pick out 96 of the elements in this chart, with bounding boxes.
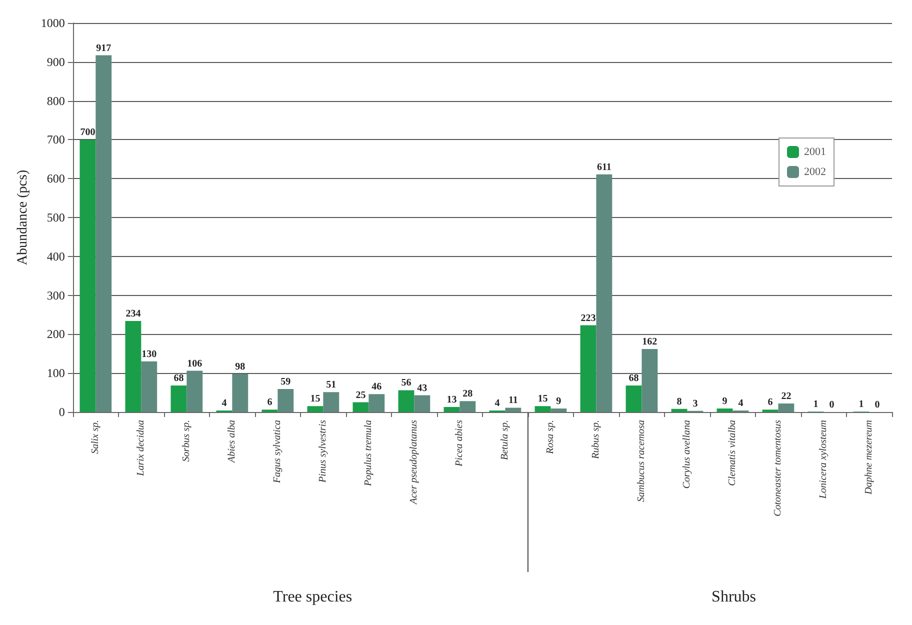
x-tick-label: Cotoneaster tomentosus bbox=[772, 420, 784, 516]
data-label: 106 bbox=[187, 358, 202, 370]
data-label: 25 bbox=[356, 390, 366, 401]
y-tick-label: 200 bbox=[46, 327, 65, 342]
x-tick-label: Fagus sylvatica bbox=[272, 420, 284, 484]
data-label: 46 bbox=[372, 382, 382, 393]
x-tick-label: Sambucus racemosa bbox=[636, 420, 648, 502]
bar bbox=[716, 408, 733, 412]
legend-label: 2001 bbox=[804, 146, 826, 158]
y-tick-label: 100 bbox=[46, 366, 65, 380]
data-label: 162 bbox=[642, 336, 658, 348]
text: Tree species bbox=[273, 588, 352, 606]
data-label: 15 bbox=[538, 394, 548, 405]
bar bbox=[398, 390, 414, 412]
data-label: 6 bbox=[768, 397, 773, 408]
bar bbox=[414, 395, 430, 412]
data-label: 15 bbox=[310, 394, 320, 405]
data-label: 223 bbox=[580, 312, 596, 324]
bar bbox=[626, 386, 642, 412]
data-label: 4 bbox=[494, 398, 500, 409]
data-label: 700 bbox=[80, 127, 96, 138]
bar bbox=[550, 408, 567, 412]
bar bbox=[141, 361, 158, 412]
y-tick-label: 1000 bbox=[40, 16, 65, 30]
data-label: 68 bbox=[174, 373, 184, 384]
data-label: 59 bbox=[280, 376, 291, 388]
x-tick-label: Betula sp. bbox=[500, 420, 511, 460]
data-label: 0 bbox=[829, 400, 834, 410]
data-label: 51 bbox=[326, 380, 336, 391]
data-label: 9 bbox=[722, 396, 728, 407]
bar bbox=[460, 401, 476, 412]
x-tick-label: Rosa sp. bbox=[545, 420, 556, 455]
data-label: 1 bbox=[813, 399, 818, 410]
x-tick-label: Pinus sylvestris bbox=[318, 420, 329, 484]
y-tick-label: 600 bbox=[46, 172, 65, 186]
y-tick-label: 0 bbox=[58, 405, 65, 419]
data-label: 11 bbox=[508, 395, 518, 406]
data-label: 917 bbox=[96, 42, 112, 54]
x-tick-label: Lonicera xylosteum bbox=[818, 420, 830, 500]
data-label: 28 bbox=[462, 388, 473, 400]
bar bbox=[444, 406, 460, 412]
data-label: 68 bbox=[628, 373, 639, 384]
bar bbox=[96, 55, 112, 412]
x-tick-label: Picea abies bbox=[454, 420, 466, 468]
bar bbox=[232, 374, 248, 412]
x-tick-label: Salix sp. bbox=[90, 420, 102, 454]
bar bbox=[278, 389, 294, 412]
data-label: 56 bbox=[401, 378, 412, 389]
bar bbox=[778, 403, 794, 412]
y-tick-label: 700 bbox=[46, 132, 65, 147]
x-tick-label: Populus tremula bbox=[363, 420, 374, 488]
x-tick-label: Abies alba bbox=[226, 420, 238, 464]
x-tick-label: Corylus avellana bbox=[682, 420, 693, 489]
data-label: 3 bbox=[692, 398, 698, 410]
y-tick-label: 400 bbox=[46, 249, 65, 264]
data-label: 22 bbox=[781, 390, 792, 402]
data-label: 43 bbox=[417, 382, 428, 394]
data-label: 0 bbox=[874, 400, 880, 410]
data-label: 4 bbox=[738, 398, 744, 409]
bar bbox=[307, 406, 324, 412]
bar bbox=[671, 408, 688, 412]
bar bbox=[596, 174, 612, 412]
x-tick-label: Acer pseudoplatanus bbox=[408, 420, 420, 506]
bar bbox=[368, 394, 385, 412]
y-tick-label: 900 bbox=[46, 54, 65, 69]
y-tick-label: 800 bbox=[46, 94, 65, 108]
data-label: 234 bbox=[126, 308, 141, 320]
bar bbox=[505, 408, 522, 412]
data-label: 4 bbox=[222, 398, 227, 409]
x-tick-label: Larix decidua bbox=[136, 420, 147, 477]
y-axis-title: Abundance (pcs) bbox=[16, 170, 30, 266]
y-tick-label: 300 bbox=[46, 288, 65, 302]
bar bbox=[170, 386, 187, 412]
bar bbox=[642, 348, 658, 412]
y-tick-label: 500 bbox=[46, 210, 65, 224]
data-label: 6 bbox=[267, 397, 272, 408]
data-label: 8 bbox=[676, 396, 682, 408]
bar bbox=[580, 325, 596, 412]
data-label: 9 bbox=[556, 396, 562, 407]
bar bbox=[125, 320, 142, 412]
x-tick-label: Clematis vitalba bbox=[727, 420, 738, 486]
bar bbox=[80, 140, 96, 412]
x-tick-label: Daphne mezereum bbox=[864, 420, 875, 496]
data-label: 1 bbox=[858, 399, 864, 410]
data-label: 13 bbox=[446, 394, 457, 406]
x-tick-label: Sorbus sp. bbox=[181, 420, 192, 462]
bar bbox=[323, 392, 340, 412]
text: Shrubs bbox=[712, 588, 756, 606]
data-label: 130 bbox=[142, 348, 157, 360]
x-tick-label: Rubus sp. bbox=[590, 420, 602, 460]
bar bbox=[534, 406, 551, 412]
legend-label: 2002 bbox=[804, 166, 826, 178]
data-label: 98 bbox=[235, 361, 246, 372]
bar bbox=[186, 370, 203, 412]
bar bbox=[352, 402, 369, 412]
data-label: 611 bbox=[596, 162, 612, 173]
